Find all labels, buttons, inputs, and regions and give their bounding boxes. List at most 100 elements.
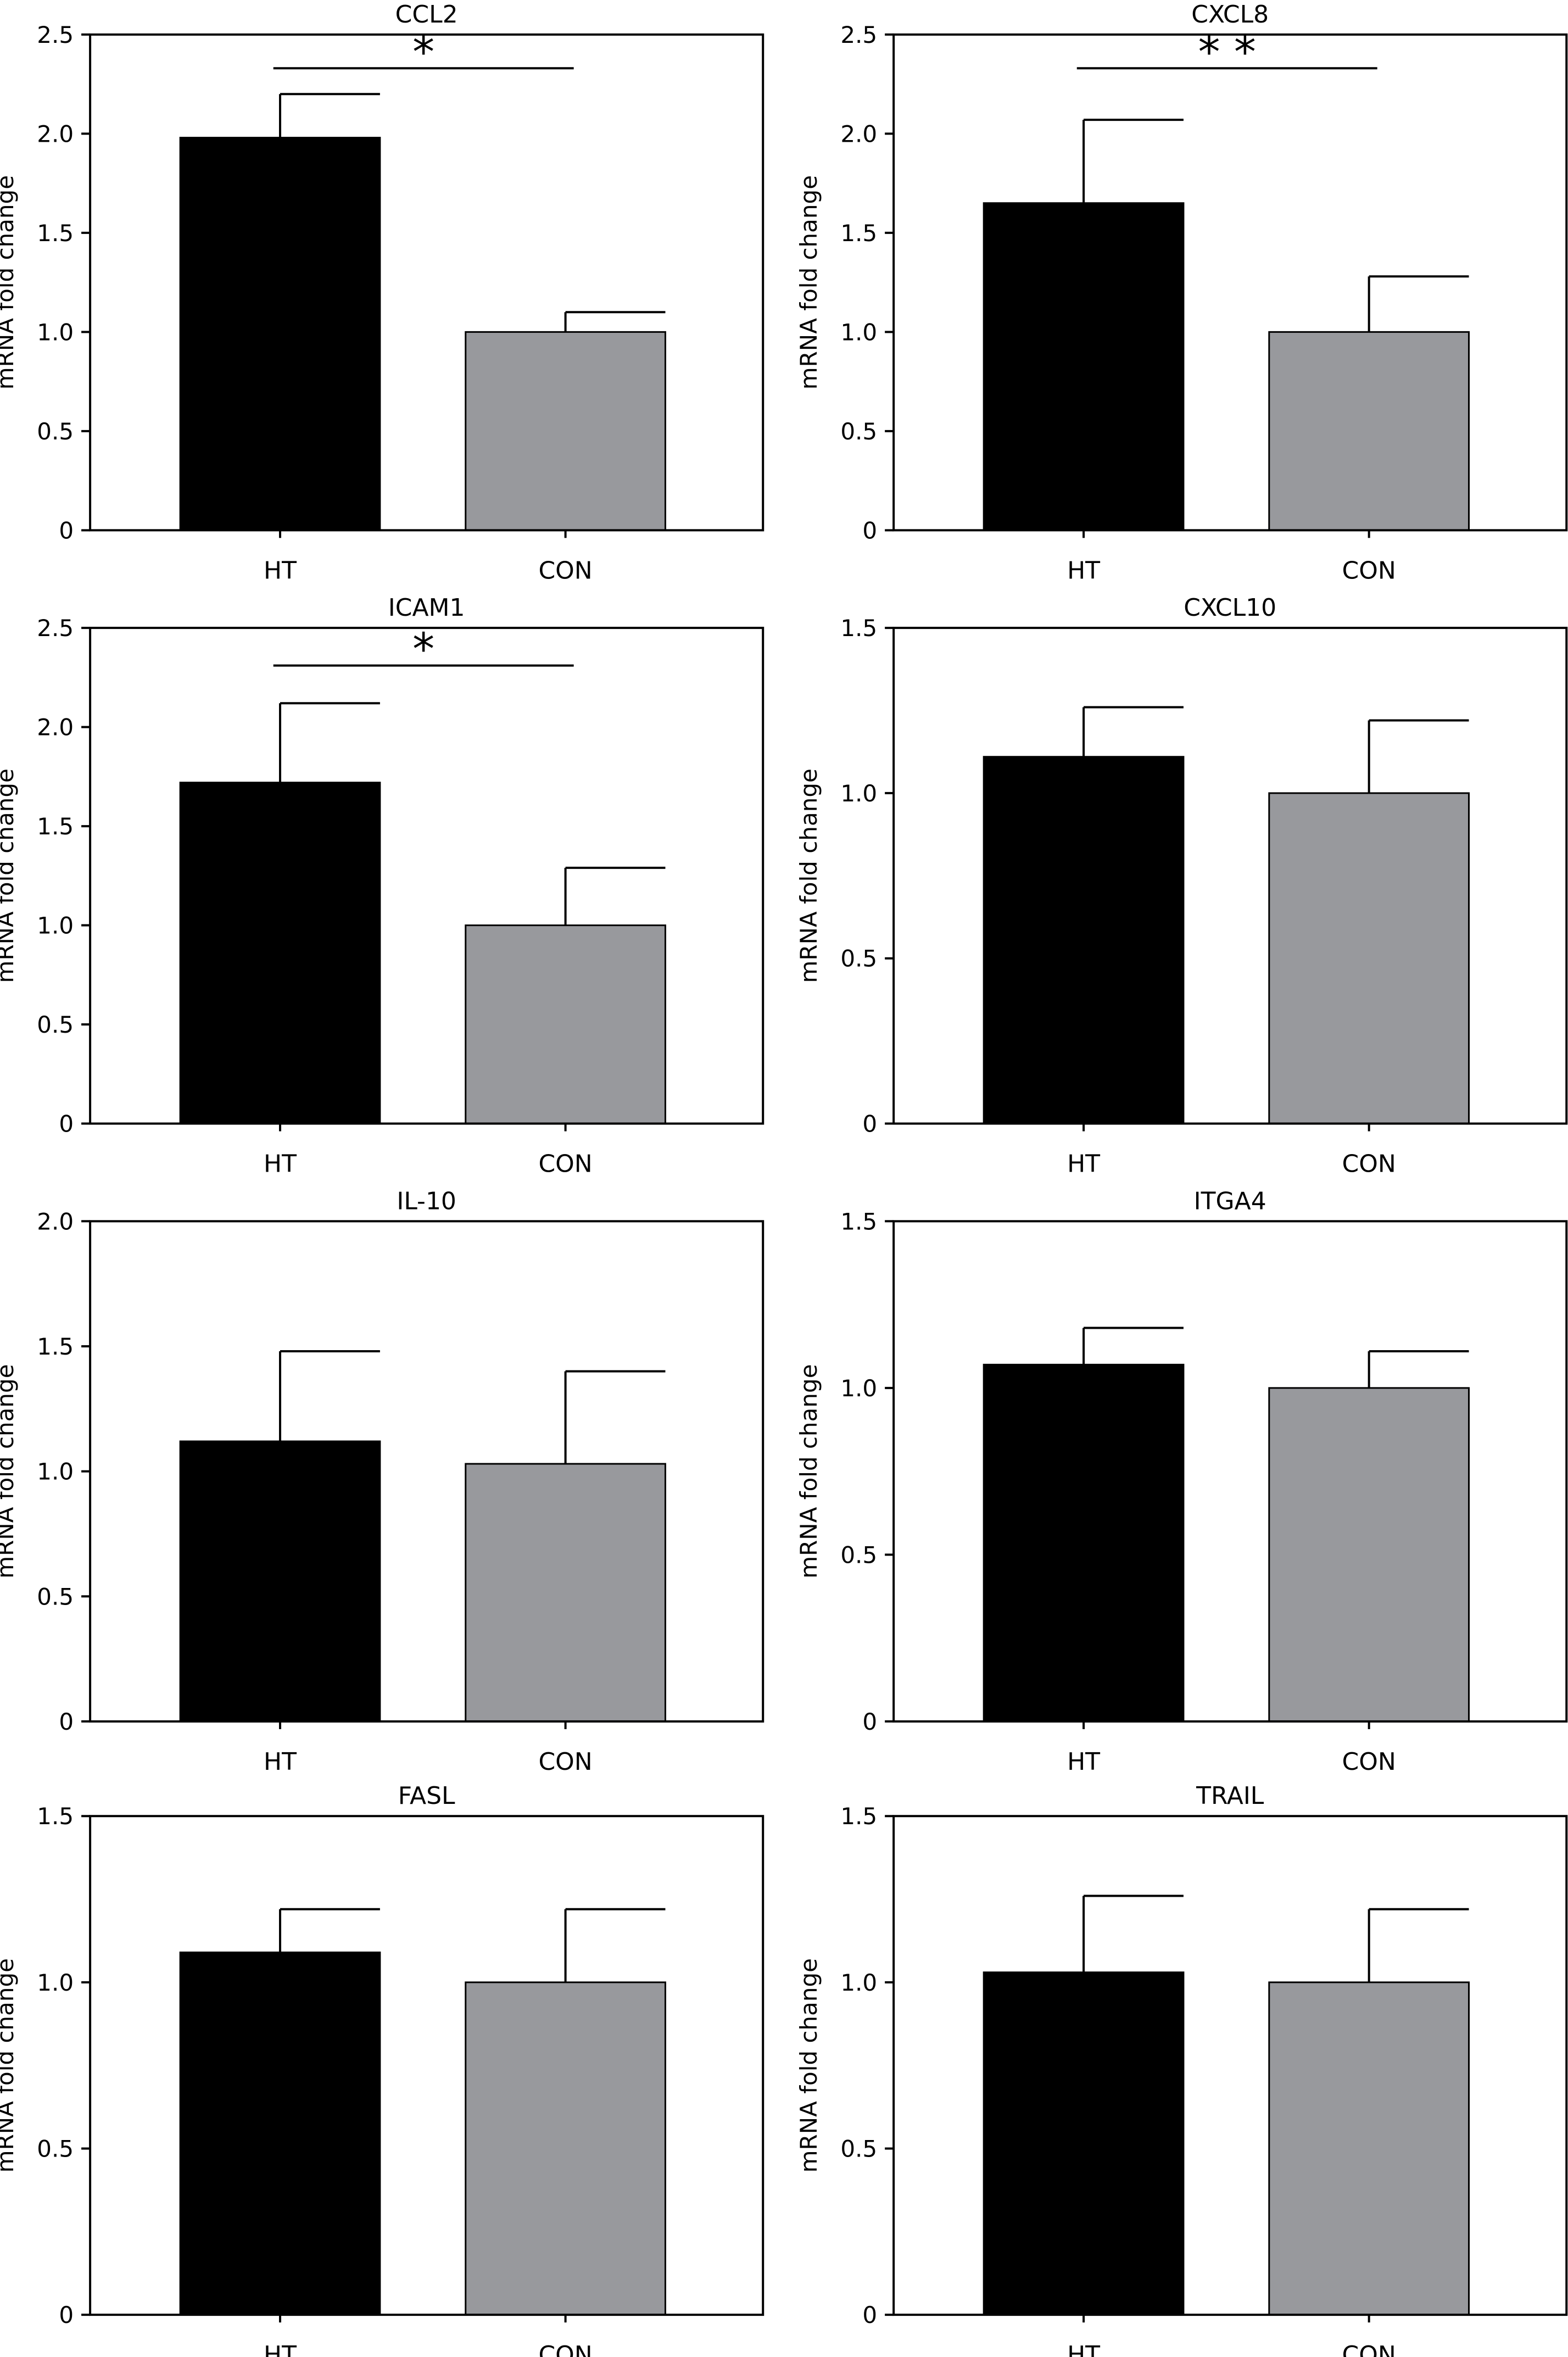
y-tick-label: 0.5 xyxy=(37,1583,74,1610)
bar-ht xyxy=(983,1363,1185,1723)
significance-marker: * * xyxy=(1198,26,1256,77)
chart-title: ITGA4 xyxy=(1194,1187,1266,1215)
bar-con xyxy=(465,1463,666,1723)
chart-title: TRAIL xyxy=(1196,1782,1264,1810)
y-tick-label: 1.5 xyxy=(37,813,74,840)
bar-ht xyxy=(983,202,1185,531)
y-axis-label: mRNA fold change xyxy=(0,768,19,983)
chart-title: IL-10 xyxy=(397,1187,456,1215)
y-tick-label: 1.0 xyxy=(840,780,877,807)
chart-panel-cxcl10: HT CON 0 0.5 1.0 1.5 CXCL10 mRNA fold change xyxy=(795,594,1568,1178)
y-tick-label: 0 xyxy=(59,1111,74,1138)
plot-frame xyxy=(892,1220,1568,1723)
chart-title: CXCL8 xyxy=(1191,1,1269,29)
bar-ht xyxy=(179,1951,381,2316)
chart-panel-cxcl8: HT CON 0 0.5 1.0 1.5 2.0 2.5 CXCL8 mRNA fold chan… xyxy=(795,1,1568,584)
y-axis-label: mRNA fold change xyxy=(795,768,822,983)
y-tick-label: 0.5 xyxy=(37,1011,74,1038)
y-tick-label: 0.5 xyxy=(840,2135,877,2162)
y-tick-label: 0.5 xyxy=(840,945,877,972)
plot-frame xyxy=(892,1815,1568,2316)
bar-ht xyxy=(179,1440,381,1723)
y-tick-label: 0 xyxy=(862,1708,877,1735)
plot-frame xyxy=(89,1815,765,2316)
significance-marker: * xyxy=(412,624,434,675)
x-tick-label: CON xyxy=(538,556,592,584)
bar-con xyxy=(465,331,666,531)
y-tick-label: 1.5 xyxy=(840,1803,877,1830)
y-axis-label: mRNA fold change xyxy=(0,1958,19,2172)
x-tick-label: CON xyxy=(1342,1748,1396,1776)
bar-con xyxy=(465,924,666,1125)
x-tick-label: HT xyxy=(1067,2341,1100,2357)
x-tick-label: HT xyxy=(264,1150,297,1178)
x-tick-label: HT xyxy=(264,1748,297,1776)
y-tick-label: 0.5 xyxy=(37,2135,74,2162)
x-tick-label: HT xyxy=(1067,1748,1100,1776)
y-axis-label: mRNA fold change xyxy=(0,1364,19,1578)
y-tick-label: 0.5 xyxy=(37,418,74,445)
y-axis-label: mRNA fold change xyxy=(795,1958,822,2172)
y-tick-label: 0 xyxy=(59,2302,74,2328)
y-tick-label: 1.0 xyxy=(840,1969,877,1996)
chart-title: ICAM1 xyxy=(388,594,465,622)
bar-ht xyxy=(983,1971,1185,2316)
x-tick-label: CON xyxy=(538,2341,592,2357)
x-tick-label: CON xyxy=(1342,556,1396,584)
y-tick-label: 1.5 xyxy=(37,1803,74,1830)
plot-frame xyxy=(89,627,765,1125)
y-tick-label: 0 xyxy=(862,2302,877,2328)
y-tick-label: 2.0 xyxy=(840,120,877,147)
plot-frame xyxy=(892,33,1568,532)
y-tick-label: 1.0 xyxy=(840,1375,877,1402)
y-tick-label: 0 xyxy=(59,517,74,544)
x-tick-label: HT xyxy=(1067,1150,1100,1178)
y-axis-label: mRNA fold change xyxy=(795,175,822,389)
bar-con xyxy=(1268,331,1470,531)
y-axis-label: mRNA fold change xyxy=(795,1364,822,1578)
y-tick-label: 1.5 xyxy=(37,220,74,247)
y-axis-label: mRNA fold change xyxy=(0,175,19,389)
x-tick-label: CON xyxy=(538,1150,592,1178)
bar-ht xyxy=(179,782,381,1125)
y-tick-label: 2.0 xyxy=(37,120,74,147)
y-tick-label: 0 xyxy=(862,517,877,544)
x-tick-label: HT xyxy=(1067,556,1100,584)
x-tick-label: HT xyxy=(264,556,297,584)
bar-con xyxy=(465,1981,666,2316)
chart-panel-il-10: HT CON 0 0.5 1.0 1.5 2.0 IL-10 mRNA fold change xyxy=(0,1187,765,1776)
y-tick-label: 2.5 xyxy=(840,21,877,48)
bar-ht xyxy=(179,137,381,531)
chart-panel-icam1: HT CON 0 0.5 1.0 1.5 2.0 2.5 ICAM1 mRNA fold chan… xyxy=(0,594,765,1178)
y-tick-label: 1.0 xyxy=(37,1458,74,1485)
y-tick-label: 0.5 xyxy=(840,1541,877,1568)
chart-panel-trail: HT CON 0 0.5 1.0 1.5 TRAIL mRNA fold change xyxy=(795,1782,1568,2357)
bar-con xyxy=(1268,1981,1470,2316)
y-tick-label: 2.0 xyxy=(37,714,74,741)
y-tick-label: 1.5 xyxy=(37,1333,74,1360)
plot-frame xyxy=(892,627,1568,1125)
y-tick-label: 1.0 xyxy=(840,319,877,346)
bar-con xyxy=(1268,792,1470,1125)
y-tick-label: 1.0 xyxy=(37,319,74,346)
y-tick-label: 0 xyxy=(59,1708,74,1735)
x-tick-label: CON xyxy=(538,1748,592,1776)
chart-panel-fasl: HT CON 0 0.5 1.0 1.5 FASL mRNA fold change xyxy=(0,1782,765,2357)
y-tick-label: 2.0 xyxy=(37,1208,74,1235)
chart-panel-ccl2: HT CON 0 0.5 1.0 1.5 2.0 2.5 CCL2 mRNA fold chang… xyxy=(0,1,765,584)
y-tick-label: 1.5 xyxy=(840,615,877,642)
y-tick-label: 0.5 xyxy=(840,418,877,445)
y-tick-label: 2.5 xyxy=(37,615,74,642)
significance-marker: * xyxy=(412,26,434,77)
y-tick-label: 0 xyxy=(862,1111,877,1138)
bar-ht xyxy=(983,756,1185,1125)
chart-title: CCL2 xyxy=(395,1,458,29)
chart-panel-itga4: HT CON 0 0.5 1.0 1.5 ITGA4 mRNA fold change xyxy=(795,1187,1568,1776)
x-tick-label: CON xyxy=(1342,1150,1396,1178)
y-tick-label: 2.5 xyxy=(37,21,74,48)
bar-con xyxy=(1268,1387,1470,1723)
y-tick-label: 1.0 xyxy=(37,912,74,939)
chart-title: FASL xyxy=(398,1782,455,1810)
y-tick-label: 1.5 xyxy=(840,220,877,247)
